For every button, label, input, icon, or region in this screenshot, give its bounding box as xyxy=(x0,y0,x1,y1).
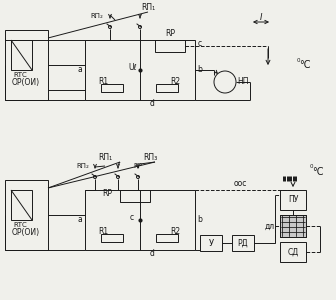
Text: R1: R1 xyxy=(98,77,108,86)
Bar xyxy=(280,242,306,262)
Bar xyxy=(280,215,306,237)
Text: RР: RР xyxy=(134,163,142,169)
Text: b: b xyxy=(198,215,202,224)
Text: RП₂: RП₂ xyxy=(91,13,103,19)
Bar xyxy=(156,234,178,242)
Text: RП₃: RП₃ xyxy=(143,152,157,161)
Bar xyxy=(232,235,254,251)
Bar xyxy=(120,190,150,202)
Text: a: a xyxy=(78,215,82,224)
Text: R2: R2 xyxy=(170,77,180,86)
Text: R2: R2 xyxy=(170,227,180,236)
Text: Uℓ: Uℓ xyxy=(129,64,137,73)
Text: ПУ: ПУ xyxy=(288,196,298,205)
Text: d: d xyxy=(150,98,155,107)
Bar xyxy=(5,30,48,100)
Text: c: c xyxy=(130,214,134,223)
Bar xyxy=(101,234,123,242)
Bar xyxy=(101,84,123,92)
Text: 0: 0 xyxy=(296,58,300,62)
Text: СД: СД xyxy=(287,248,299,256)
Bar xyxy=(155,40,185,52)
Text: RР: RР xyxy=(102,190,112,199)
Text: оос: оос xyxy=(233,179,247,188)
Text: RП₂: RП₂ xyxy=(77,163,89,169)
Bar xyxy=(11,190,32,220)
Text: d: d xyxy=(150,248,155,257)
Text: RТС: RТС xyxy=(13,72,27,78)
Bar xyxy=(5,180,48,250)
Bar xyxy=(85,40,195,100)
Bar xyxy=(156,84,178,92)
Text: У: У xyxy=(208,238,214,247)
Text: c: c xyxy=(198,40,202,49)
Text: a: a xyxy=(78,65,82,74)
Text: РД: РД xyxy=(238,238,248,247)
Text: RР: RР xyxy=(165,29,175,38)
Text: ОР(ОИ): ОР(ОИ) xyxy=(12,227,40,236)
Bar xyxy=(200,235,222,251)
Text: 0: 0 xyxy=(309,164,313,169)
Text: b: b xyxy=(198,65,202,74)
Text: R1: R1 xyxy=(98,227,108,236)
Bar xyxy=(280,190,306,210)
Text: RП₁: RП₁ xyxy=(141,2,155,11)
Text: НП: НП xyxy=(237,77,249,86)
Text: °C: °C xyxy=(299,60,311,70)
Text: ОР(ОИ): ОР(ОИ) xyxy=(12,77,40,86)
Bar xyxy=(11,40,32,70)
Text: дл: дл xyxy=(265,221,275,230)
Text: I: I xyxy=(260,13,262,22)
Text: RТС: RТС xyxy=(13,222,27,228)
Bar xyxy=(280,215,306,237)
Text: RП₁: RП₁ xyxy=(98,152,112,161)
Text: °C: °C xyxy=(312,167,324,177)
Bar xyxy=(85,190,195,250)
